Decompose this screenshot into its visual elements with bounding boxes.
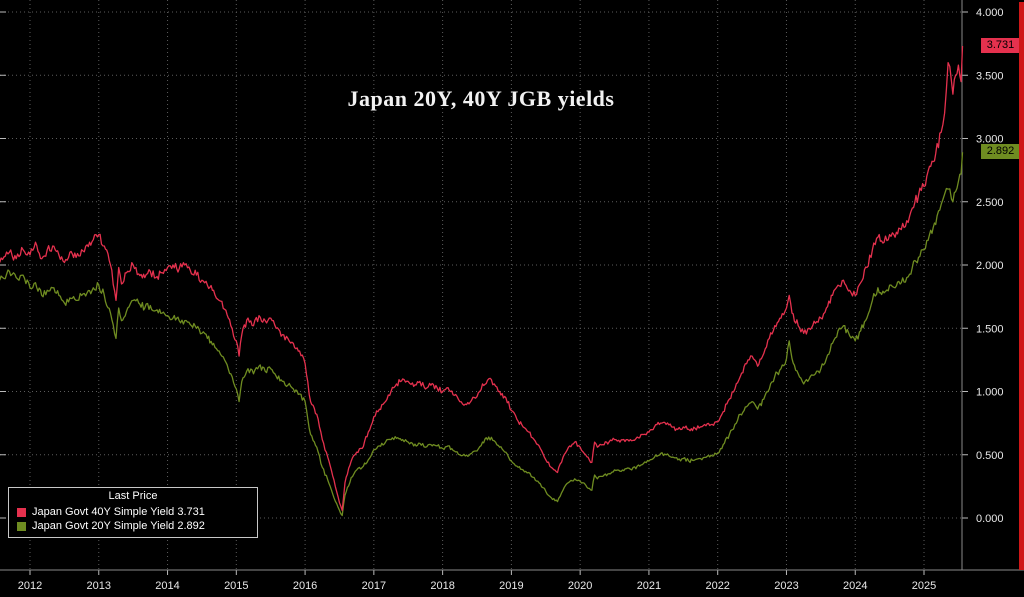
- x-axis-label: 2022: [705, 580, 729, 592]
- chart-title: Japan 20Y, 40Y JGB yields: [347, 86, 615, 111]
- x-axis-label: 2015: [224, 580, 248, 592]
- x-axis-label: 2025: [912, 580, 936, 592]
- y-axis-label: 1.500: [976, 323, 1004, 335]
- legend-label-20y: Japan Govt 20Y Simple Yield 2.892: [32, 520, 205, 532]
- price-label-20y: 2.892: [981, 144, 1020, 160]
- legend-swatch-40y-icon: [17, 507, 26, 517]
- y-axis-label: 3.500: [976, 70, 1004, 82]
- x-axis-label: 2019: [499, 580, 523, 592]
- x-axis-label: 2017: [362, 580, 386, 592]
- legend-label-40y: Japan Govt 40Y Simple Yield 3.731: [32, 506, 205, 518]
- right-edge-bar: [1019, 2, 1024, 570]
- legend-item-40y: Japan Govt 40Y Simple Yield 3.731: [9, 505, 257, 519]
- y-axis-label: 1.000: [976, 387, 1004, 399]
- x-axis-label: 2014: [155, 580, 179, 592]
- x-axis-label: 2024: [843, 580, 867, 592]
- y-axis-label: 0.500: [976, 450, 1004, 462]
- x-axis-label: 2016: [293, 580, 317, 592]
- series-line-20y: [0, 152, 964, 517]
- y-axis-label: 0.000: [976, 513, 1004, 525]
- x-axis-label: 2021: [637, 580, 661, 592]
- price-label-40y: 3.731: [981, 38, 1020, 54]
- x-axis-label: 2013: [87, 580, 111, 592]
- y-axis-label: 2.000: [976, 260, 1004, 272]
- y-axis-label: 2.500: [976, 197, 1004, 209]
- y-axis-label: 3.000: [976, 134, 1004, 146]
- series-line-40y: [0, 45, 964, 512]
- legend-item-20y: Japan Govt 20Y Simple Yield 2.892: [9, 519, 257, 533]
- legend-header: Last Price: [108, 490, 158, 502]
- legend: Last Price Japan Govt 40Y Simple Yield 3…: [8, 487, 258, 538]
- legend-swatch-20y-icon: [17, 521, 26, 531]
- y-axis-label: 4.000: [976, 7, 1004, 19]
- x-axis-label: 2018: [430, 580, 454, 592]
- x-axis-label: 2023: [774, 580, 798, 592]
- x-axis-label: 2020: [568, 580, 592, 592]
- x-axis-label: 2012: [18, 580, 42, 592]
